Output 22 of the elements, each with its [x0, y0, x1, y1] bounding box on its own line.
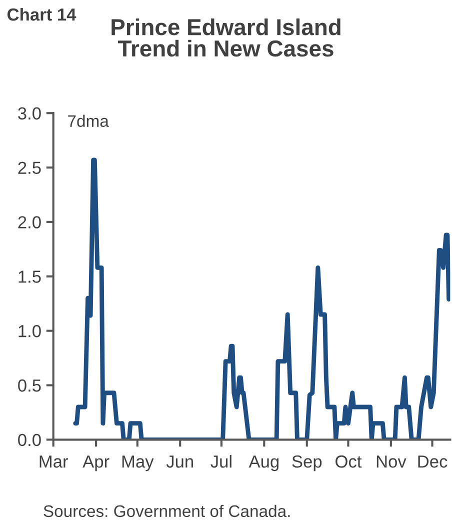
y-tick-label: 2.5: [18, 162, 41, 174]
x-tick-label: Dec: [418, 456, 448, 468]
x-tick-label: May: [122, 456, 154, 472]
x-tick-label: Sep: [292, 455, 322, 472]
y-tick-label: 2.0: [18, 216, 41, 228]
line-series: [73, 158, 450, 440]
x-tick-label: Oct: [336, 455, 362, 468]
x-tick-label: Mar: [40, 456, 68, 468]
y-tick-label: 1.0: [18, 324, 41, 338]
x-tick-label: Nov: [376, 456, 406, 468]
x-tick-label: Jul: [210, 454, 232, 468]
y-tick-label: 0.0: [18, 434, 41, 446]
y-tick-label: 3.0: [18, 107, 41, 120]
annotation: 7dma: [68, 114, 109, 127]
source-note: Sources: Government of Canada.: [44, 504, 290, 518]
chart-title: Prince Edward Island Trend in New Cases: [112, 18, 340, 57]
x-tick-label: Aug: [248, 456, 278, 472]
x-tick-label: Jun: [166, 456, 193, 468]
y-tick-label: 0.5: [18, 379, 41, 392]
caption: Chart 14: [7, 8, 76, 21]
x-tick-label: Apr: [82, 456, 110, 472]
y-tick-label: 1.5: [18, 270, 41, 283]
